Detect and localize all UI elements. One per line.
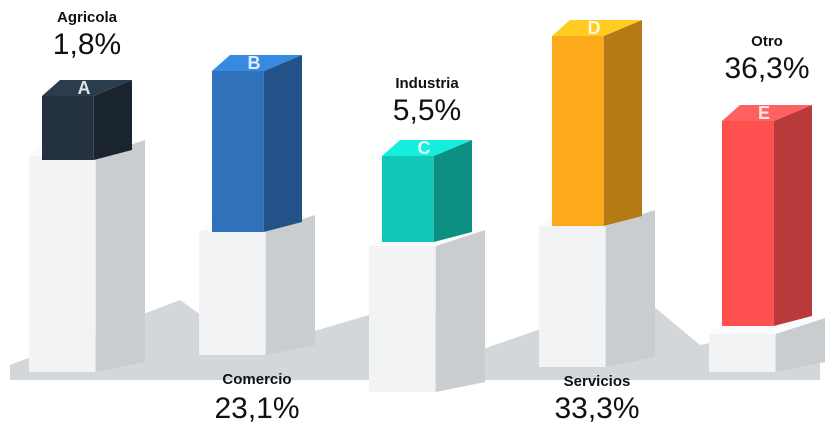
- pedestal-face: [95, 140, 145, 372]
- pedestal-face: [29, 156, 96, 372]
- bar-face: [382, 140, 472, 156]
- pedestal-face: [539, 226, 606, 367]
- pedestal: [199, 215, 315, 355]
- pedestal: [369, 230, 485, 392]
- value-label: 33,3%: [554, 392, 639, 422]
- bar-face: [93, 80, 132, 160]
- bar-face: [433, 140, 472, 242]
- category-label: Industria: [395, 75, 459, 92]
- bar-face: [42, 96, 94, 160]
- bar-face: [263, 55, 302, 232]
- bar-face: [722, 105, 812, 121]
- pedestal-face: [369, 246, 436, 392]
- bar-face: [773, 105, 812, 326]
- bar-face: [552, 20, 642, 36]
- pedestal-face: [775, 318, 825, 372]
- bar: [382, 140, 472, 242]
- category-label: Otro: [751, 33, 783, 50]
- category-label: Comercio: [222, 371, 291, 388]
- pedestal-face: [199, 231, 266, 355]
- category-label: Servicios: [564, 373, 631, 390]
- bar-letter: A: [78, 78, 91, 98]
- bar-letter: B: [248, 53, 261, 73]
- pedestal-face: [605, 210, 655, 367]
- bar-face: [42, 80, 132, 96]
- pedestal-face: [709, 334, 776, 372]
- bar-letter: D: [588, 18, 601, 38]
- bar: [722, 105, 812, 326]
- bar-face: [552, 36, 604, 226]
- pedestal: [539, 210, 655, 367]
- bar-face: [212, 55, 302, 71]
- pedestal: [709, 318, 825, 372]
- pedestal-face: [435, 230, 485, 392]
- bar-face: [212, 71, 264, 232]
- bar-face: [722, 121, 774, 326]
- value-label: 1,8%: [53, 28, 121, 61]
- pedestal-face: [265, 215, 315, 355]
- bar-letter: C: [418, 138, 431, 158]
- bar-letter: E: [758, 103, 770, 123]
- value-label: 23,1%: [214, 392, 299, 422]
- bar: [42, 80, 132, 160]
- bar: [212, 55, 302, 232]
- bar-face: [603, 20, 642, 226]
- category-label: Agricola: [57, 9, 118, 26]
- value-label: 5,5%: [393, 94, 461, 127]
- value-label: 36,3%: [724, 52, 809, 85]
- pedestal: [29, 140, 145, 372]
- bar-face: [382, 156, 434, 242]
- bar: [552, 20, 642, 226]
